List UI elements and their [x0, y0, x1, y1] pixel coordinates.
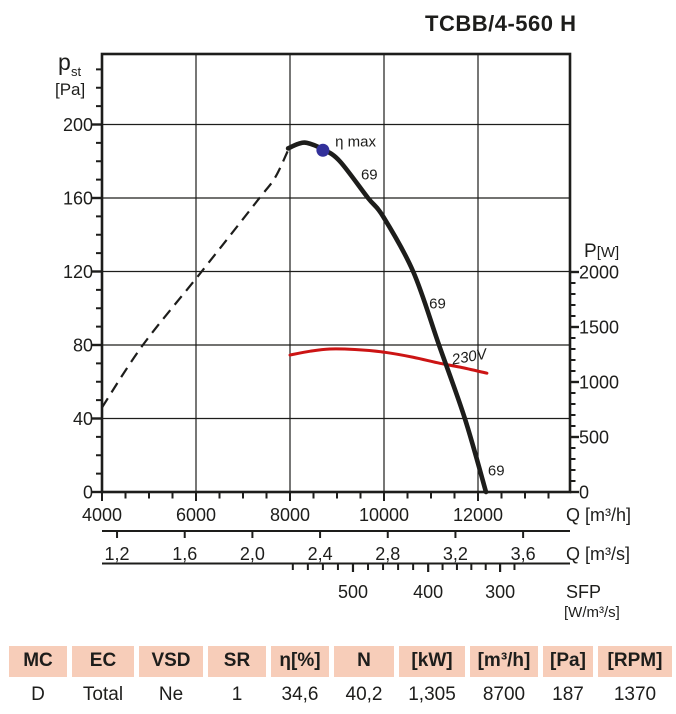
y-right-tick-label: 1500 — [579, 318, 619, 338]
table-value-cell: Ne — [139, 679, 203, 710]
y-left-axis-title-sub: st — [71, 64, 82, 79]
y-left-tick-label: 80 — [73, 336, 93, 356]
table-value-cell: D — [9, 679, 67, 710]
result-table-grid: MC EC VSD SR η[%] N [kW] [m³/h] [Pa] [RPM] D Total… — [4, 644, 676, 712]
y-right-tick-label: 0 — [579, 483, 589, 503]
table-value-cell: Total — [72, 679, 134, 710]
x-m3s-tick-label: 3,6 — [511, 544, 536, 564]
table-header-cell: [kW] — [399, 646, 465, 677]
sfp-axis-unit: SFP — [566, 582, 601, 602]
table-value-cell: 187 — [543, 679, 593, 710]
x-m3h-tick-label: 10000 — [359, 505, 409, 525]
table-value-row: D Total Ne 1 34,6 40,2 1,305 8700 187 1370 — [9, 679, 672, 710]
table-value-cell: 1370 — [598, 679, 672, 710]
rpm-curve-label: 69 — [429, 295, 446, 312]
table-header-cell: MC — [9, 646, 67, 677]
table-header-cell: [Pa] — [543, 646, 593, 677]
y-left-axis-unit: [Pa] — [55, 80, 85, 99]
table-header-cell: VSD — [139, 646, 203, 677]
x-m3h-tick-label: 12000 — [453, 505, 503, 525]
y-left-tick-label: 160 — [63, 189, 93, 209]
y-left-tick-label: 40 — [73, 409, 93, 429]
x-m3h-tick-label: 8000 — [270, 505, 310, 525]
table-value-cell: 1 — [208, 679, 266, 710]
x-m3s-tick-label: 2,0 — [240, 544, 265, 564]
table-header-cell: [m³/h] — [470, 646, 538, 677]
sfp-axis-unit2: [W/m³/s] — [564, 604, 620, 621]
sfp-tick-label: 400 — [413, 582, 443, 602]
table-header-cell: N — [334, 646, 394, 677]
voltage-curve-label: 230V — [450, 345, 490, 368]
y-left-tick-label: 120 — [63, 262, 93, 282]
table-value-cell: 8700 — [470, 679, 538, 710]
sfp-tick-label: 500 — [338, 582, 368, 602]
eta-max-marker — [316, 143, 330, 157]
x-m3s-axis-unit: Q [m³/s] — [566, 544, 630, 564]
result-table: MC EC VSD SR η[%] N [kW] [m³/h] [Pa] [RPM] D Total… — [4, 644, 672, 712]
y-left-axis-title: p — [58, 49, 71, 75]
y-left-tick-label: 200 — [63, 115, 93, 135]
y-right-tick-label: 1000 — [579, 373, 619, 393]
surge-line — [101, 149, 290, 409]
x-m3h-tick-label: 6000 — [176, 505, 216, 525]
table-value-cell: 40,2 — [334, 679, 394, 710]
rpm-curve-label: 69 — [488, 462, 505, 479]
sfp-tick-label: 300 — [485, 582, 515, 602]
x-m3h-tick-label: 4000 — [82, 505, 122, 525]
x-m3h-axis-unit: Q [m³/h] — [566, 505, 631, 525]
rpm-curve-label: 69 — [361, 167, 378, 184]
table-value-cell: 34,6 — [271, 679, 329, 710]
y-right-tick-label: 2000 — [579, 263, 619, 283]
table-header-cell: SR — [208, 646, 266, 677]
table-header-cell: η[%] — [271, 646, 329, 677]
table-header-cell: EC — [72, 646, 134, 677]
table-header-row: MC EC VSD SR η[%] N [kW] [m³/h] [Pa] [RPM] — [9, 646, 672, 677]
power-curve-230v — [288, 347, 489, 375]
eta-max-label: η max — [335, 134, 376, 151]
y-right-tick-label: 500 — [579, 428, 609, 448]
table-header-cell: [RPM] — [598, 646, 672, 677]
x-m3s-tick-label: 1,2 — [105, 544, 130, 564]
table-value-cell: 1,305 — [399, 679, 465, 710]
y-right-axis-title: P[W] — [584, 241, 619, 262]
x-m3s-tick-label: 1,6 — [172, 544, 197, 564]
plot-frame — [100, 52, 572, 494]
pressure-curve — [285, 140, 489, 495]
x-m3s-tick-label: 2,4 — [308, 544, 333, 564]
page-title: TCBB/4-560 H — [425, 11, 577, 36]
y-left-tick-label: 0 — [83, 483, 93, 503]
x-m3s-tick-label: 2,8 — [375, 544, 400, 564]
x-m3s-tick-label: 3,2 — [443, 544, 468, 564]
